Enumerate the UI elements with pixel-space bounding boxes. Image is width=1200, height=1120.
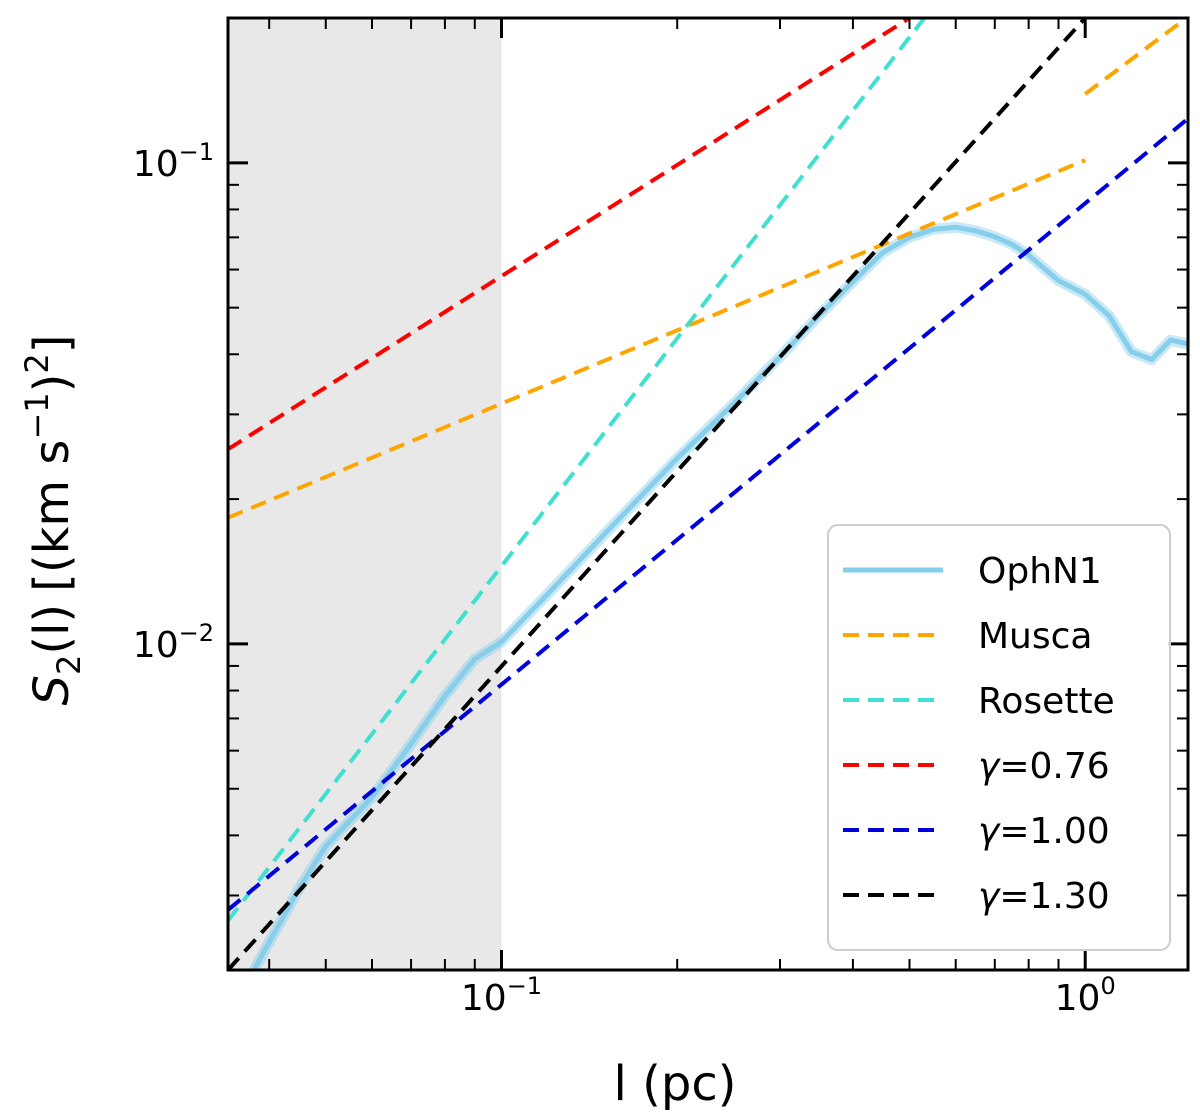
x-tick-label: 10−1 xyxy=(461,972,542,1019)
legend-label-gamma-1-00: γ=1.00 xyxy=(978,811,1110,852)
tick-labels: 10−1 100 10−1 10−2 xyxy=(133,138,1116,1019)
x-tick-label: 100 xyxy=(1055,972,1116,1019)
legend-box xyxy=(827,524,1171,951)
plot-frame xyxy=(226,16,1190,972)
x-axis-label: l (pc) xyxy=(614,1056,737,1112)
ticks-layer xyxy=(228,17,1188,970)
series-line-musca-1 xyxy=(228,158,1086,520)
series-layer xyxy=(228,18,1188,970)
legend-label-musca: Musca xyxy=(978,616,1093,657)
ylabel-units-c: ] xyxy=(24,335,80,354)
shaded-region xyxy=(228,18,502,970)
ylabel-units-sup1: −1 xyxy=(18,392,56,439)
y-tick-label: 10−2 xyxy=(133,619,214,666)
legend: OphN1 Musca Rosette γ=0.76 γ=1.00 γ=1.30 xyxy=(827,524,1171,951)
ylabel-units-sup2: 2 xyxy=(18,353,56,373)
series-line-ophn1 xyxy=(251,224,1188,970)
legend-label-gamma-0-76: γ=0.76 xyxy=(978,746,1110,787)
ylabel-paren: (l) xyxy=(24,604,80,655)
ylabel-units-b: ) xyxy=(24,374,80,393)
y-axis-label: S2(l)[(km s−1)2] xyxy=(18,335,88,706)
legend-label-gamma-1-30: γ=1.30 xyxy=(978,876,1110,917)
series-line-gamma-1-00 xyxy=(228,117,1188,912)
ylabel-units-a: [(km s xyxy=(24,440,80,592)
ylabel-subscript: 2 xyxy=(50,655,88,675)
legend-label-ophn1: OphN1 xyxy=(978,551,1102,592)
series-line-gamma-1-30 xyxy=(228,18,1087,970)
series-line-musca-2 xyxy=(1083,21,1181,96)
series-line-rosette xyxy=(228,18,926,922)
legend-label-rosette: Rosette xyxy=(978,681,1115,722)
y-tick-label: 10−1 xyxy=(133,138,214,185)
ylabel-symbol: S xyxy=(24,675,80,705)
series-line-gamma-0-76 xyxy=(228,18,911,451)
